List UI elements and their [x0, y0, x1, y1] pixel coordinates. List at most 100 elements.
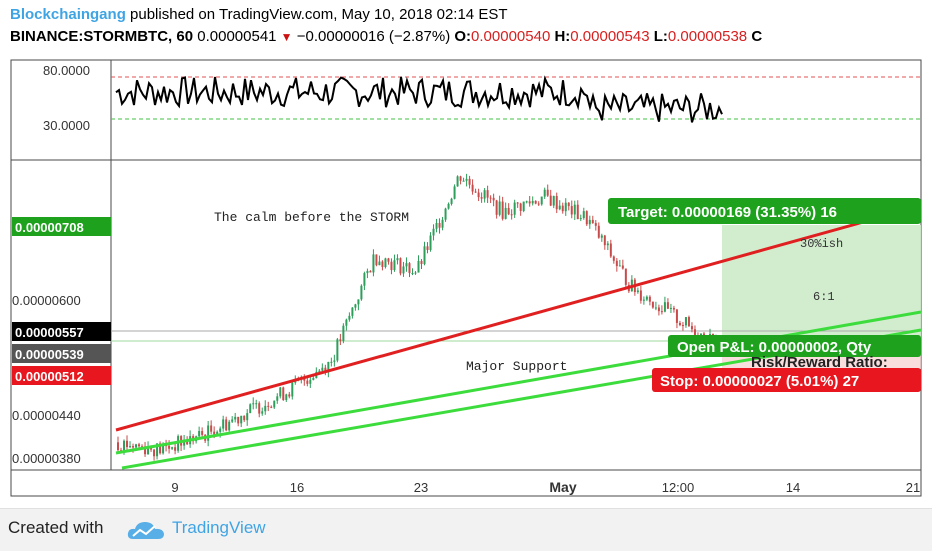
stop-box[interactable]	[652, 368, 921, 392]
candle-body	[564, 202, 567, 212]
candle-body	[504, 207, 507, 219]
support-annotation: Major Support	[466, 359, 567, 374]
stop-price-label-text: 0.00000512	[15, 369, 84, 384]
candle-body	[561, 205, 564, 212]
candle-body	[270, 406, 273, 408]
candle-body	[576, 204, 579, 220]
candle-body	[486, 190, 489, 198]
candle-body	[357, 299, 360, 305]
candle-body	[495, 200, 498, 215]
tradingview-link[interactable]: TradingView	[172, 518, 266, 537]
candle-body	[522, 201, 525, 211]
current-price-label-text: 0.00000539	[15, 347, 84, 362]
tradingview-cloud-icon	[127, 522, 164, 539]
candle-body	[348, 315, 351, 320]
candle-body	[657, 307, 660, 312]
time-label-may: May	[549, 479, 576, 495]
target-box[interactable]	[608, 198, 921, 224]
candle-body	[372, 254, 375, 273]
candle-body	[240, 415, 243, 424]
candle-body	[567, 202, 570, 207]
candle-body	[282, 387, 285, 401]
close-label: C	[751, 28, 763, 45]
symbol-label: BINANCE:STORMBTC, 60	[10, 28, 194, 45]
open-label: O:	[454, 28, 472, 45]
candle-body	[330, 361, 333, 363]
calm-annotation: The calm before the STORM	[214, 210, 409, 225]
candle-body	[471, 184, 474, 192]
low-label: L:	[653, 28, 668, 45]
candle-body	[426, 246, 429, 250]
target-zone	[722, 225, 921, 341]
candle-body	[639, 290, 642, 301]
candle-body	[234, 416, 237, 420]
candle-body	[537, 203, 540, 205]
candle-body	[156, 443, 159, 457]
chart-svg[interactable]: 80.0000 30.0000 The calm before the STOR…	[0, 0, 932, 508]
candle-body	[132, 446, 135, 448]
candle-body	[474, 191, 477, 193]
candle-body	[255, 403, 258, 405]
candle-body	[411, 273, 414, 275]
candle-body	[507, 207, 510, 215]
candle-body	[531, 200, 534, 204]
candle-body	[237, 416, 240, 424]
candle-body	[666, 302, 669, 309]
candle-body	[591, 219, 594, 224]
candle-body	[594, 223, 597, 226]
candle-body	[465, 178, 468, 181]
candle-body	[447, 203, 450, 209]
current-price-label	[12, 344, 111, 363]
time-label-21: 21	[906, 480, 920, 495]
candle-body	[117, 442, 119, 451]
candle-body	[267, 405, 270, 407]
candle-body	[123, 440, 126, 451]
candle-body	[390, 261, 393, 271]
candle-body	[645, 296, 648, 300]
candle-body	[138, 444, 141, 447]
candle-body	[513, 202, 516, 215]
candle-body	[690, 326, 693, 330]
candle-body	[534, 200, 537, 204]
candle-body	[243, 415, 246, 421]
candle-body	[681, 325, 684, 327]
publish-line: Blockchaingang published on TradingView.…	[10, 6, 508, 23]
candle-body	[288, 394, 291, 397]
candle-body	[615, 260, 618, 267]
indicator-tick-30: 30.0000	[43, 118, 90, 133]
high-label: H:	[554, 28, 571, 45]
candle-body	[441, 219, 444, 228]
candle-body	[420, 260, 423, 265]
candle-body	[396, 258, 399, 261]
ratio-annotation: 6:1	[813, 290, 835, 304]
candle-body	[540, 196, 543, 205]
candle-body	[363, 273, 366, 286]
candle-body	[231, 419, 234, 422]
candle-body	[501, 201, 504, 219]
candle-body	[129, 446, 132, 448]
candle-body	[408, 263, 411, 274]
candle-body	[642, 299, 645, 301]
candle-body	[432, 228, 435, 236]
candle-body	[378, 261, 381, 266]
ohlc-line: BINANCE:STORMBTC, 60 0.00000541 ▼ −0.000…	[10, 28, 762, 45]
author-link[interactable]: Blockchaingang	[10, 6, 126, 23]
candle-body	[597, 225, 600, 238]
candle-body	[663, 302, 666, 312]
candle-body	[450, 198, 453, 204]
candle-body	[435, 222, 438, 229]
candle-body	[498, 201, 501, 215]
red-trendline[interactable]	[115, 204, 922, 432]
last-price: 0.00000541	[197, 28, 277, 45]
time-label-23: 23	[414, 480, 428, 495]
candle-body	[651, 301, 654, 308]
candle-body	[489, 197, 492, 199]
candle-body	[585, 211, 588, 225]
target-box-text: Target: 0.00000169 (31.35%) 16	[618, 204, 837, 221]
pnl-box[interactable]	[668, 335, 921, 357]
candle-body	[210, 425, 213, 432]
candle-body	[354, 304, 357, 308]
candle-body	[636, 290, 639, 293]
created-with-text: Created with	[8, 518, 104, 537]
price-tick-440: 0.00000440	[12, 408, 81, 423]
